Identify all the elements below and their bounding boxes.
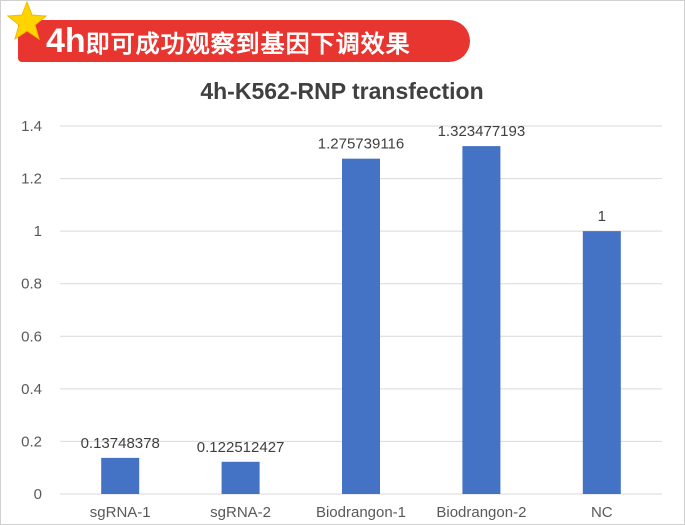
bar [342,158,380,495]
x-tick-label: NC [591,504,613,521]
y-tick-label: 1 [34,223,42,240]
y-tick-label: 0.8 [21,276,42,293]
bar [101,457,140,494]
data-label: 1 [598,208,606,225]
data-label: 1.275739116 [318,136,404,153]
bar [582,231,621,494]
x-tick-label: Biodrangon-1 [316,504,406,521]
data-label: 0.13748378 [81,435,160,452]
y-tick-label: 1.4 [21,118,42,135]
star-icon [6,0,48,41]
x-tick-label: sgRNA-1 [90,504,151,521]
x-tick-label: Biodrangon-2 [436,504,526,521]
bars [101,146,621,495]
data-label: 1.323477193 [438,123,526,140]
y-tick-label: 0.4 [21,381,42,398]
banner-text: 即可成功观察到基因下调效果 [85,31,411,58]
y-tick-label: 0.6 [21,328,42,345]
chart-title: 4h-K562-RNP transfection [200,78,483,104]
y-axis-ticks: 0 0.2 0.4 0.6 0.8 1 1.2 1.4 [21,118,42,503]
x-tick-label: sgRNA-2 [210,504,271,521]
data-label: 0.122512427 [197,439,285,456]
y-tick-label: 1.2 [21,171,42,188]
bar [221,461,260,494]
data-labels: 0.13748378 0.122512427 1.275739116 1.323477… [81,123,606,456]
banner-prefix: 4h [46,22,86,60]
banner-title: 4h即可成功观察到基因下调效果 [46,20,411,62]
y-tick-label: 0.2 [21,433,42,450]
bar [462,146,501,494]
x-axis-ticks: sgRNA-1 sgRNA-2 Biodrangon-1 Biodrangon-2 NC [90,504,613,521]
y-tick-label: 0 [34,486,42,503]
banner [18,20,470,62]
